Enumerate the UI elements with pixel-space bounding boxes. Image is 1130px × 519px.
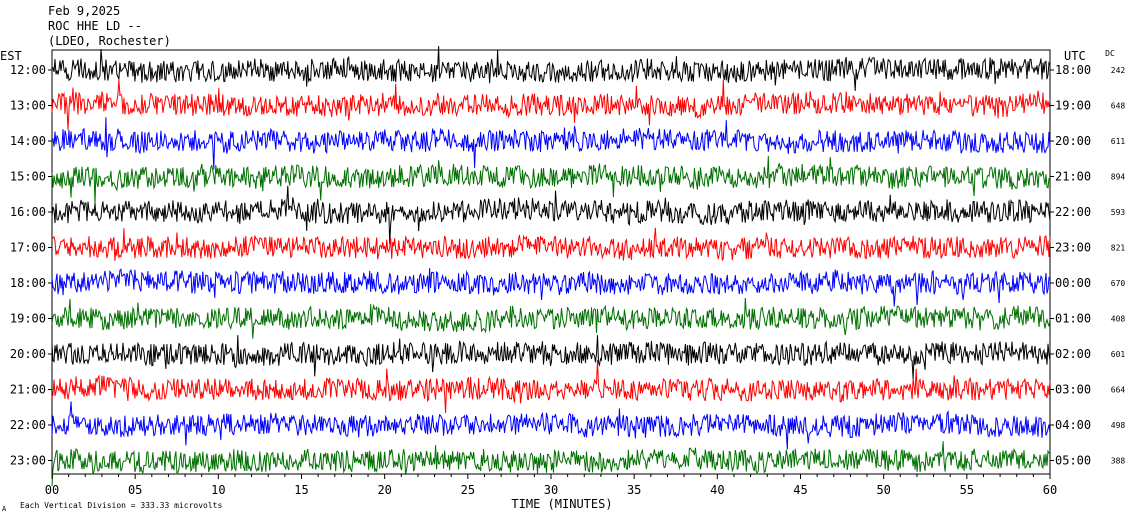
x-tick-label: 35: [627, 483, 641, 497]
dc-value: 648: [1111, 102, 1126, 111]
x-axis-title: TIME (MINUTES): [511, 497, 612, 511]
utc-time-label: 21:00: [1055, 170, 1091, 184]
x-tick-label: 60: [1043, 483, 1057, 497]
x-tick-label: 20: [377, 483, 391, 497]
trace-2300: [51, 441, 1051, 487]
est-time-label: 14:00: [10, 134, 46, 148]
est-time-label: 15:00: [10, 170, 46, 184]
utc-time-label: 02:00: [1055, 347, 1091, 361]
utc-time-label: 23:00: [1055, 241, 1091, 255]
dc-value: 498: [1111, 421, 1126, 430]
est-time-label: 21:00: [10, 383, 46, 397]
dc-value: 408: [1111, 315, 1126, 324]
chart-date: Feb 9,2025: [48, 4, 121, 18]
footer-mark: A: [2, 505, 7, 513]
est-time-label: 17:00: [10, 241, 46, 255]
trace-2100: [51, 359, 1051, 414]
est-time-label: 20:00: [10, 347, 46, 361]
utc-time-label: 05:00: [1055, 454, 1091, 468]
x-tick-label: 00: [45, 483, 59, 497]
est-axis-label: EST: [0, 49, 22, 63]
est-time-label: 18:00: [10, 276, 46, 290]
x-tick-label: 55: [960, 483, 974, 497]
scale-note: Each Vertical Division = 333.33 microvol…: [20, 501, 222, 510]
dc-value: 894: [1111, 173, 1126, 182]
trace-1200: [51, 46, 1051, 91]
est-time-label: 13:00: [10, 99, 46, 113]
utc-time-label: 20:00: [1055, 134, 1091, 148]
est-time-label: 16:00: [10, 205, 46, 219]
dc-column-label: DC: [1105, 49, 1115, 58]
trace-1600: [51, 185, 1051, 244]
x-tick-label: 45: [793, 483, 807, 497]
x-tick-label: 10: [211, 483, 225, 497]
x-tick-label: 15: [294, 483, 308, 497]
dc-value: 242: [1111, 66, 1126, 75]
utc-time-label: 18:00: [1055, 63, 1091, 77]
network-name: (LDEO, Rochester): [48, 34, 171, 48]
utc-time-label: 04:00: [1055, 418, 1091, 432]
dc-value: 388: [1111, 457, 1126, 466]
x-tick-label: 40: [710, 483, 724, 497]
dc-value: 601: [1111, 350, 1126, 359]
trace-1400: [51, 117, 1051, 170]
utc-time-label: 00:00: [1055, 276, 1091, 290]
est-time-label: 12:00: [10, 63, 46, 77]
trace-1700: [51, 227, 1051, 261]
trace-2200: [51, 401, 1051, 450]
dc-value: 611: [1111, 137, 1126, 146]
trace-1300: [51, 79, 1051, 131]
trace-1900: [51, 297, 1051, 339]
utc-time-label: 22:00: [1055, 205, 1091, 219]
x-tick-label: 30: [544, 483, 558, 497]
x-tick-label: 05: [128, 483, 142, 497]
est-time-label: 23:00: [10, 454, 46, 468]
dc-value: 670: [1111, 279, 1126, 288]
utc-time-label: 19:00: [1055, 99, 1091, 113]
est-time-label: 22:00: [10, 418, 46, 432]
station-code: ROC HHE LD --: [48, 19, 142, 33]
dc-value: 821: [1111, 244, 1126, 253]
x-tick-label: 25: [461, 483, 475, 497]
trace-1800: [51, 268, 1051, 307]
utc-time-label: 03:00: [1055, 383, 1091, 397]
utc-time-label: 01:00: [1055, 312, 1091, 326]
x-tick-label: 50: [876, 483, 890, 497]
trace-2000: [51, 335, 1051, 379]
dc-value: 593: [1111, 208, 1126, 217]
utc-axis-label: UTC: [1064, 49, 1086, 63]
dc-value: 664: [1111, 386, 1126, 395]
est-time-label: 19:00: [10, 312, 46, 326]
trace-1500: [51, 155, 1051, 205]
